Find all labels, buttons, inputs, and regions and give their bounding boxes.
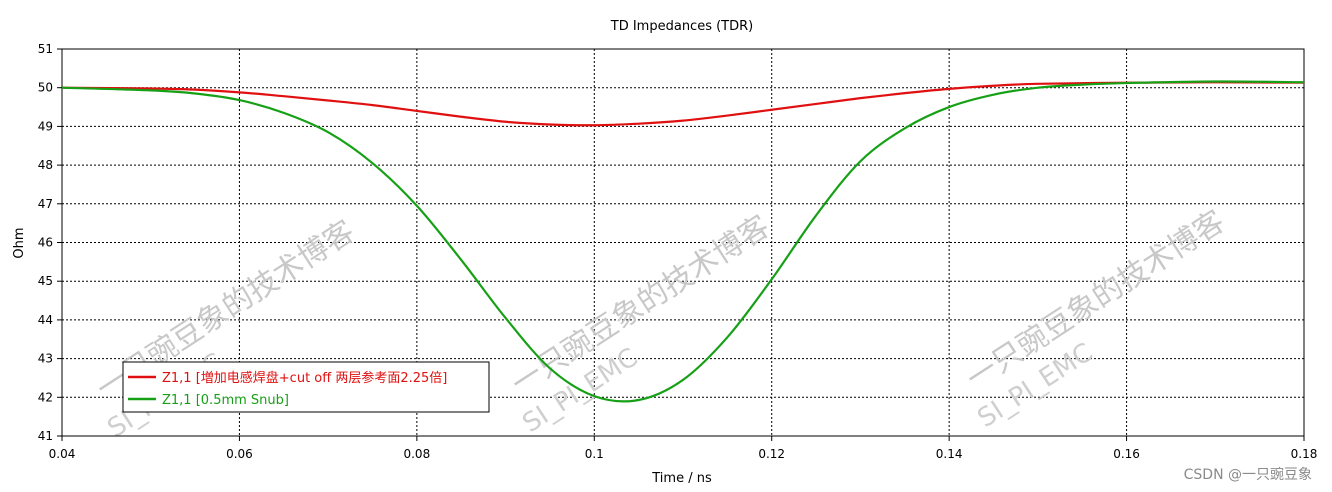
watermark-text: 一只豌豆象的技术博客: [505, 209, 776, 402]
y-tick-label: 51: [38, 42, 53, 56]
chart-title: TD Impedances (TDR): [610, 19, 753, 34]
legend-box: [122, 361, 490, 413]
y-tick-label: 43: [38, 352, 53, 366]
x-axis-ticks: 0.04 0.06 0.08 0.1 0.12 0.14 0.16 0.18: [49, 436, 1318, 461]
y-tick-label: 48: [38, 158, 53, 172]
y-tick-label: 46: [38, 236, 53, 250]
y-axis-label: Ohm: [12, 227, 27, 258]
series-line-1: [61, 81, 1305, 127]
x-tick-label: 0.16: [1113, 447, 1140, 461]
x-axis-label: Time / ns: [651, 471, 712, 486]
x-tick-label: 0.18: [1291, 447, 1318, 461]
series-line-2: [61, 80, 1305, 403]
legend-label-1: Z1,1 [増加电感焊盘+cut off 两层参考面2.25倍]: [162, 370, 447, 386]
legend-label-2: Z1,1 [0.5mm Snub]: [162, 393, 289, 408]
x-tick-label: 0.14: [936, 447, 963, 461]
x-tick-label: 0.08: [403, 447, 430, 461]
y-tick-label: 47: [38, 197, 53, 211]
y-tick-label: 49: [38, 119, 53, 133]
x-tick-label: 0.1: [585, 447, 604, 461]
x-tick-label: 0.12: [758, 447, 785, 461]
x-tick-label: 0.06: [226, 447, 253, 461]
csdn-credit: CSDN @一只豌豆象: [1183, 467, 1312, 483]
y-tick-label: 50: [38, 81, 53, 95]
y-tick-label: 44: [38, 313, 53, 327]
series-lines: [61, 80, 1305, 403]
watermark-text: 一只豌豆象的技术博客: [960, 204, 1231, 397]
y-tick-label: 41: [38, 429, 53, 443]
x-tick-label: 0.04: [49, 447, 76, 461]
legend: Z1,1 [増加电感焊盘+cut off 两层参考面2.25倍] Z1,1 [0.…: [122, 361, 490, 413]
grid: [62, 49, 1304, 436]
y-axis-ticks: 41 42 43 44 45 46 47 48 49 50 51: [38, 42, 62, 443]
y-tick-label: 42: [38, 390, 53, 404]
y-tick-label: 45: [38, 274, 53, 288]
